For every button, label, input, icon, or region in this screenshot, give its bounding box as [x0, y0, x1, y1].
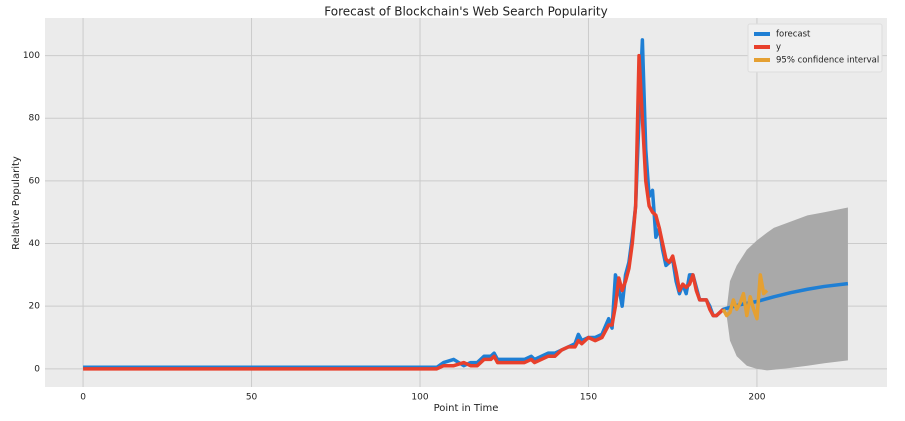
y-tick-label: 100	[23, 51, 40, 61]
y-tick-label: 40	[29, 239, 41, 249]
x-tick-label: 100	[411, 393, 428, 403]
y-tick-label: 0	[34, 364, 40, 374]
x-axis-label: Point in Time	[434, 403, 499, 414]
legend-label: 95% confidence interval	[776, 56, 879, 66]
x-tick-label: 200	[748, 393, 765, 403]
plot-layer	[83, 38, 849, 371]
confidence-band	[726, 207, 848, 371]
chart-title: Forecast of Blockchain's Web Search Popu…	[324, 5, 607, 19]
y-tick-label: 60	[29, 176, 41, 186]
y-tick-label: 20	[29, 302, 41, 312]
y-tick-label: 80	[29, 114, 41, 124]
legend-label: forecast	[776, 30, 811, 40]
legend-label: y	[776, 43, 781, 53]
series-line	[83, 53, 725, 371]
x-tick-label: 50	[246, 393, 258, 403]
x-tick-label: 150	[580, 393, 597, 403]
x-tick-label: 0	[80, 393, 86, 403]
legend-box	[747, 23, 883, 73]
y-axis-label: Relative Popularity	[11, 156, 22, 250]
series-line	[721, 273, 769, 321]
